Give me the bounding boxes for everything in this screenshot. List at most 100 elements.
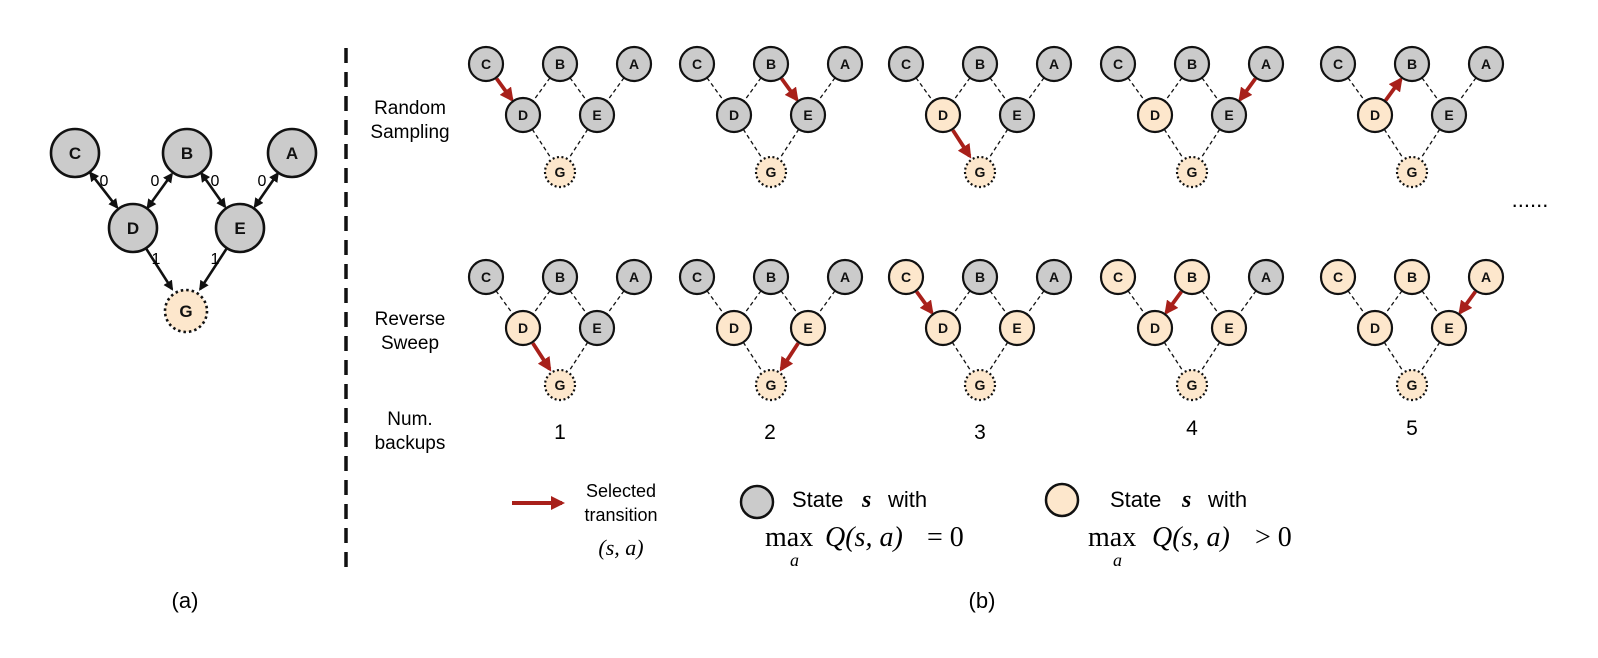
random-sampling-graph-5: C B A D E G [1319, 45, 1505, 189]
svg-text:A: A [1049, 269, 1059, 285]
svg-text:B: B [1407, 269, 1417, 285]
structural-edge [1347, 77, 1366, 102]
edge-C-D [89, 171, 119, 210]
svg-text:G: G [1187, 164, 1198, 180]
legend-grey-max: max [765, 522, 813, 553]
edge-D-G [145, 248, 174, 291]
node-b: B [961, 258, 999, 296]
legend-grey-state-prefix: State [792, 487, 843, 512]
node-d: D [715, 309, 753, 347]
node-a: A [1247, 258, 1285, 296]
structural-edge [1238, 290, 1257, 315]
backup-count-5: 5 [1406, 417, 1418, 440]
continuation-ellipsis: ...... [1512, 187, 1549, 212]
node-d: D [504, 96, 542, 134]
node-e: E [1210, 309, 1248, 347]
structural-edge [532, 77, 551, 102]
node-g: G [754, 368, 788, 402]
svg-text:A: A [629, 56, 639, 72]
row-label-reverse-1: Reverse [375, 309, 446, 330]
node-e: E [578, 96, 616, 134]
svg-text:G: G [766, 164, 777, 180]
structural-edge [1127, 77, 1146, 102]
backup-count-4: 4 [1186, 417, 1198, 440]
edge-D-B [146, 172, 173, 210]
node-c: C [887, 258, 925, 296]
edge-A-E [253, 171, 279, 209]
node-a: A [615, 45, 653, 83]
selected-transition-arrow [495, 77, 514, 103]
structural-edge [1026, 290, 1045, 315]
structural-edge [742, 128, 763, 159]
node-c: C [467, 45, 505, 83]
edge-reward-label: 0 [100, 173, 109, 190]
structural-edge [1420, 341, 1441, 372]
backup-count-2: 2 [764, 421, 776, 444]
structural-edge [1347, 290, 1366, 315]
structural-edge [1384, 290, 1403, 315]
structural-edge [495, 290, 514, 315]
node-d: D [1136, 309, 1174, 347]
legend-peach-state-prefix: State [1110, 487, 1161, 512]
svg-text:B: B [555, 269, 565, 285]
legend-grey-state-var: s [861, 487, 871, 513]
structural-edge [817, 77, 836, 102]
edge-reward-label: 0 [151, 173, 160, 190]
svg-text:D: D [938, 107, 948, 123]
node-g: G [1395, 155, 1429, 189]
legend-peach-q: Q(s, a) [1152, 522, 1230, 553]
structural-edge [779, 128, 800, 159]
structural-edge [1421, 77, 1440, 102]
node-b: B [541, 45, 579, 83]
svg-text:D: D [1370, 320, 1380, 336]
reverse-sweep-graph-5: C B A D E G [1319, 258, 1505, 402]
node-c: C [1319, 258, 1357, 296]
svg-text:G: G [1407, 377, 1418, 393]
row-label-reverse-2: Sweep [381, 333, 439, 354]
svg-text:D: D [518, 320, 528, 336]
selected-transition-arrow [780, 77, 799, 103]
legend-peach-state-var: s [1181, 487, 1191, 513]
node-a: A [1035, 45, 1073, 83]
structural-edge [1383, 128, 1404, 159]
panel-a: 0 0 0 0 1 1 C B A D E G [49, 127, 318, 334]
structural-edge [1458, 77, 1477, 102]
svg-text:C: C [481, 56, 491, 72]
svg-text:A: A [286, 144, 298, 163]
legend-peach-max: max [1088, 522, 1136, 553]
structural-edge [1201, 290, 1220, 315]
structural-edge [568, 128, 589, 159]
svg-text:E: E [803, 320, 812, 336]
svg-text:E: E [1012, 320, 1021, 336]
svg-text:E: E [803, 107, 812, 123]
structural-edge [988, 341, 1009, 372]
svg-text:B: B [181, 144, 193, 163]
structural-edge [1127, 290, 1146, 315]
svg-text:E: E [1224, 320, 1233, 336]
node-e: E [1210, 96, 1248, 134]
node-d: D [504, 309, 542, 347]
node-c: C [678, 45, 716, 83]
node-b: B [752, 258, 790, 296]
svg-text:C: C [481, 269, 491, 285]
svg-text:G: G [179, 302, 192, 321]
structural-edge [952, 77, 971, 102]
svg-text:D: D [1370, 107, 1380, 123]
structural-edge [1383, 341, 1404, 372]
legend-peach-max-sub: a [1113, 550, 1122, 570]
legend-grey-eq: = 0 [927, 522, 964, 553]
svg-text:D: D [127, 219, 139, 238]
node-b: B [961, 45, 999, 83]
node-g: G [1395, 368, 1429, 402]
edge-reward-label: 1 [211, 251, 220, 268]
structural-edge [743, 290, 762, 315]
node-c: C [678, 258, 716, 296]
svg-text:E: E [592, 320, 601, 336]
legend-grey-q: Q(s, a) [825, 522, 903, 553]
node-a: A [615, 258, 653, 296]
svg-text:A: A [1261, 269, 1271, 285]
structural-edge [1163, 128, 1184, 159]
structural-edge [531, 128, 552, 159]
node-d: D [715, 96, 753, 134]
